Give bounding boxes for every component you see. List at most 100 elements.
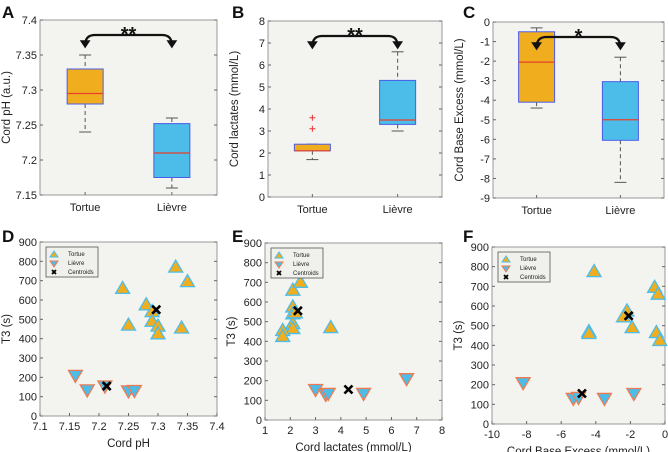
legend-entry: Tortue — [520, 257, 537, 263]
legend-tortue-icon — [49, 250, 59, 258]
x-tick-label: 7.25 — [118, 421, 139, 433]
x-tick-label: Lièvre — [383, 204, 413, 216]
panel-b: B 0 1 2 3 4 5 6 7 8 Cord lactates (mmol/L) Tortue Li… — [229, 3, 443, 216]
box-tortue — [66, 54, 104, 133]
tortue-point — [167, 258, 184, 273]
y-tick-label: 0 — [259, 192, 265, 204]
y-tick-label: 8 — [259, 16, 265, 28]
y-tick-label: 900 — [244, 238, 262, 250]
x-tick-label: Lièvre — [605, 205, 635, 217]
panel-d: D 0 100 200 300 400 500 600 700 800 900 T3 (s) 7.1 7.… — [1, 227, 225, 450]
y-axis-label: T3 (s) — [226, 316, 238, 346]
lievre-point — [596, 392, 613, 407]
y-tick-label: 0 — [256, 415, 262, 427]
y-tick-label: 600 — [244, 297, 262, 309]
legend-entry: Lièvre — [68, 261, 85, 267]
bracket-arrowheads — [306, 41, 404, 50]
lievre-point — [570, 391, 587, 406]
lievre-point — [79, 384, 96, 399]
y-axis-label: Cord lactates (mmol/L) — [229, 51, 241, 167]
y-tick-label: 200 — [471, 380, 489, 392]
y-tick-label: 100 — [244, 395, 262, 407]
legend-lievre-icon — [501, 265, 511, 273]
y-tick-label: 0 — [483, 419, 489, 431]
y-tick-label: 700 — [244, 277, 262, 289]
y-tick-label: 100 — [471, 399, 489, 411]
bracket-arrowheads — [79, 40, 178, 49]
y-axis-label: Cord Base Excess (mmol/L) — [454, 38, 466, 181]
x-axis-label: Cord Base Excess (mmol/L) — [507, 446, 650, 452]
tortue-point — [623, 319, 641, 334]
tortue-point — [585, 263, 603, 278]
box-iqr — [601, 81, 639, 141]
x-tick-label: 5 — [363, 425, 369, 437]
y-tick-label: 500 — [244, 317, 262, 329]
lievre-point — [515, 377, 532, 391]
legend: Tortue Lièvre Centroids — [45, 246, 99, 278]
centroid-marker — [292, 305, 303, 316]
significance-stars: ** — [347, 25, 363, 47]
box-lièvre — [379, 51, 417, 132]
y-tick-label: 600 — [471, 301, 489, 313]
legend-tortue-icon — [274, 251, 284, 259]
y-tick-label: 7.4 — [22, 15, 37, 27]
y-tick-label: 800 — [19, 256, 37, 268]
legend-entry: Centroids — [293, 271, 319, 277]
y-tick-label: -5 — [480, 115, 490, 127]
y-tick-label: 5 — [259, 82, 265, 94]
tortue-point — [580, 325, 598, 340]
centroid-marker — [343, 384, 354, 395]
legend-centroid-icon — [503, 274, 509, 280]
y-tick-label: 7.25 — [16, 120, 37, 132]
legend: Tortue Lièvre Centroids — [270, 247, 324, 279]
legend-lievre-icon — [274, 261, 284, 269]
y-tick-label: 800 — [244, 258, 262, 270]
panel-a: A 7.15 7.2 7.25 7.3 7.35 7.4 Cord pH (a.u.) Tort… — [1, 3, 218, 214]
y-tick-label: -1 — [480, 37, 490, 49]
outlier-marker — [309, 114, 316, 121]
y-tick-label: 400 — [471, 340, 489, 352]
x-tick-label: 7.35 — [177, 421, 198, 433]
tortue-point — [274, 328, 291, 343]
y-tick-label: 500 — [19, 314, 37, 326]
x-tick-label: 7.3 — [150, 421, 165, 433]
legend-centroid-icon — [51, 269, 57, 275]
centroid-marker — [623, 310, 634, 321]
y-tick-label: -3 — [480, 76, 490, 88]
y-axis-label: T3 (s) — [1, 314, 13, 344]
tortue-point — [114, 280, 131, 295]
lievre-point — [625, 387, 642, 402]
significance-bracket — [311, 34, 399, 47]
x-tick-label: -2 — [626, 429, 636, 441]
y-tick-label: 100 — [19, 392, 37, 404]
significance-bracket — [84, 33, 173, 46]
x-tick-label: 7.2 — [91, 421, 106, 433]
y-tick-label: 700 — [471, 281, 489, 293]
tortue-point — [322, 319, 339, 334]
x-tick-label: Tortue — [521, 205, 552, 217]
x-tick-label: 3 — [313, 425, 319, 437]
tortue-point — [173, 319, 190, 334]
y-tick-label: 200 — [244, 376, 262, 388]
centroid-marker — [151, 304, 162, 315]
lievre-point — [67, 369, 84, 384]
y-tick-label: 4 — [259, 104, 265, 116]
centroid-marker — [577, 388, 587, 399]
y-tick-label: -9 — [480, 193, 490, 205]
x-tick-label: Tortue — [297, 204, 328, 216]
panel-label: E — [232, 227, 243, 246]
panel-label: D — [2, 227, 14, 246]
y-tick-label: 400 — [19, 334, 37, 346]
x-tick-label: 8 — [439, 425, 445, 437]
tortue-point — [284, 281, 301, 296]
box-iqr — [379, 79, 417, 125]
y-tick-label: 400 — [244, 336, 262, 348]
panel-f: F 0 100 200 300 400 500 600 700 800 900 T3 (s) -10 -8… — [453, 227, 668, 452]
bracket-arrowheads — [531, 42, 626, 51]
y-tick-label: 300 — [19, 353, 37, 365]
y-tick-label: 7.35 — [16, 50, 37, 62]
lievre-point — [355, 387, 372, 402]
y-tick-label: 2 — [259, 148, 265, 160]
legend: Tortue Lièvre Centroids — [497, 251, 551, 283]
x-tick-label: 1 — [262, 425, 268, 437]
